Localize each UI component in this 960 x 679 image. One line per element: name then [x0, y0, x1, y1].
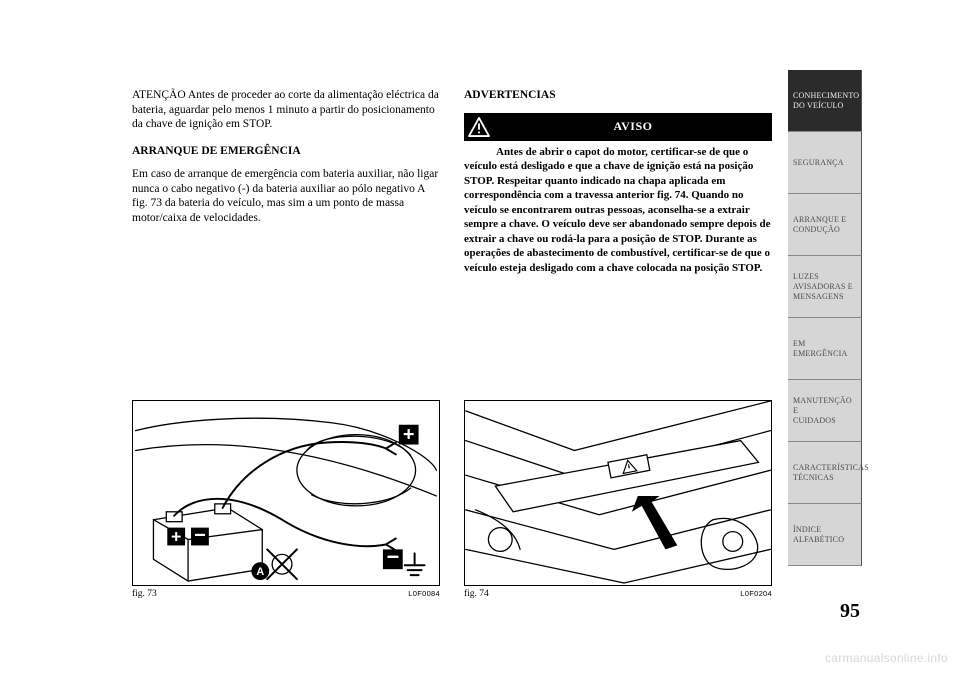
figure-73-image: A + − + − [132, 400, 440, 586]
figure-73: A + − + − [132, 400, 440, 599]
right-column: ADVERTENCIAS AVISO Antes de abrir o capo… [464, 88, 772, 275]
svg-text:−: − [194, 524, 206, 546]
svg-text:−: − [386, 544, 399, 569]
aviso-header: AVISO [464, 113, 772, 141]
svg-text:+: + [171, 526, 181, 546]
section-tab[interactable]: MANUTENÇÃO ECUIDADOS [788, 380, 862, 442]
manual-page: ATENÇÃO Antes de proceder ao corte da al… [0, 0, 960, 679]
emergency-start-heading: ARRANQUE DE EMERGÊNCIA [132, 144, 440, 159]
section-tab[interactable]: ARRANQUE ECONDUÇÃO [788, 194, 862, 256]
section-tab[interactable]: ÍNDICEALFABÉTICO [788, 504, 862, 566]
left-column: ATENÇÃO Antes de proceder ao corte da al… [132, 88, 440, 275]
figure-74-code: L0F0204 [740, 589, 772, 598]
aviso-title: AVISO [494, 113, 772, 141]
section-tabs: CONHECIMENTODO VEÍCULOSEGURANÇAARRANQUE … [788, 70, 862, 566]
figure-73-label: fig. 73 [132, 589, 157, 599]
figures-row: A + − + − [132, 400, 772, 599]
aviso-box: AVISO Antes de abrir o capot do motor, c… [464, 113, 772, 276]
advertencias-heading: ADVERTENCIAS [464, 88, 772, 103]
svg-text:+: + [403, 424, 415, 446]
content-columns: ATENÇÃO Antes de proceder ao corte da al… [132, 88, 772, 275]
callout-a: A [256, 566, 264, 578]
figure-74-caption: fig. 74 L0F0204 [464, 589, 772, 599]
figure-74-label: fig. 74 [464, 589, 489, 599]
aviso-body-text: Antes de abrir o capot do motor, certifi… [464, 146, 770, 274]
section-tab[interactable]: CONHECIMENTODO VEÍCULO [788, 70, 862, 132]
section-tab[interactable]: SEGURANÇA [788, 132, 862, 194]
warning-triangle-icon [464, 113, 494, 141]
figure-73-caption: fig. 73 L0F0084 [132, 589, 440, 599]
attention-paragraph: ATENÇÃO Antes de proceder ao corte da al… [132, 88, 440, 132]
watermark: carmanualsonline.info [825, 651, 948, 665]
section-tab[interactable]: EM EMERGÊNCIA [788, 318, 862, 380]
aviso-body: Antes de abrir o capot do motor, certifi… [464, 141, 772, 276]
emergency-start-paragraph: Em caso de arranque de emergência com ba… [132, 167, 440, 226]
section-tab[interactable]: CARACTERÍSTICASTÉCNICAS [788, 442, 862, 504]
page-number: 95 [840, 600, 860, 623]
figure-74-image [464, 400, 772, 586]
figure-74: fig. 74 L0F0204 [464, 400, 772, 599]
section-tab[interactable]: LUZESAVISADORAS EMENSAGENS [788, 256, 862, 318]
figure-73-code: L0F0084 [408, 589, 440, 598]
